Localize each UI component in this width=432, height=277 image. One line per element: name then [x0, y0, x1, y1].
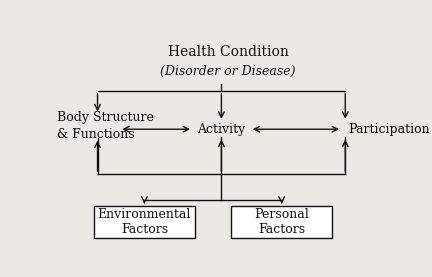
Text: Health Condition: Health Condition: [168, 45, 289, 60]
Text: Participation: Participation: [349, 123, 430, 136]
Text: Personal
Factors: Personal Factors: [254, 208, 309, 236]
Text: (Disorder or Disease): (Disorder or Disease): [160, 65, 296, 78]
FancyBboxPatch shape: [94, 206, 194, 238]
Text: Activity: Activity: [197, 123, 245, 136]
Text: Body Structure: Body Structure: [57, 111, 154, 124]
Text: & Functions: & Functions: [57, 128, 135, 141]
FancyBboxPatch shape: [232, 206, 332, 238]
Text: Environmental
Factors: Environmental Factors: [98, 208, 191, 236]
